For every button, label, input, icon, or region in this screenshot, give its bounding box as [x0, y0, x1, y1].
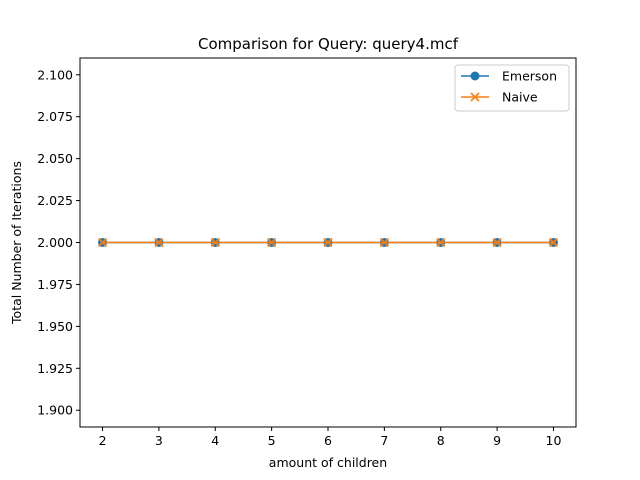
chart-title: Comparison for Query: query4.mcf [198, 35, 459, 53]
x-axis: 2 3 4 5 6 7 8 9 10 [99, 427, 562, 448]
y-tick-label: 1.900 [37, 403, 73, 418]
legend-label: Emerson [502, 69, 557, 84]
y-tick-label: 1.975 [37, 277, 73, 292]
y-axis: 1.900 1.925 1.950 1.975 2.000 2.025 2.050 2.075… [37, 67, 80, 418]
x-axis-label: amount of children [269, 455, 387, 470]
x-tick-label: 6 [324, 433, 332, 448]
data-point [210, 237, 220, 248]
x-tick-label: 7 [380, 433, 388, 448]
data-point [436, 237, 446, 248]
y-tick-label: 2.025 [37, 193, 73, 208]
data-point [323, 237, 333, 248]
y-tick-label: 2.050 [37, 151, 73, 166]
data-point [97, 237, 108, 248]
legend-item-emerson: Emerson [461, 69, 557, 84]
legend-item-naive: Naive [461, 90, 538, 105]
plot-area [97, 237, 559, 248]
y-tick-label: 2.075 [37, 109, 73, 124]
data-point [267, 237, 277, 248]
x-tick-label: 10 [546, 433, 562, 448]
y-tick-label: 1.925 [37, 361, 73, 376]
x-tick-label: 5 [268, 433, 276, 448]
y-tick-label: 2.000 [37, 235, 73, 250]
legend-swatch-marker [470, 71, 480, 81]
legend-swatch-marker [470, 92, 480, 102]
x-tick-label: 4 [211, 433, 219, 448]
x-tick-label: 2 [99, 433, 107, 448]
data-point [548, 237, 559, 248]
legend-label: Naive [502, 90, 538, 105]
x-tick-label: 3 [155, 433, 163, 448]
y-axis-label: Total Number of Iterations [9, 161, 24, 325]
x-tick-label: 9 [493, 433, 501, 448]
data-point [379, 237, 389, 248]
data-point [154, 237, 164, 248]
y-tick-label: 2.100 [37, 67, 73, 82]
x-tick-label: 8 [437, 433, 445, 448]
legend: Emerson Naive [454, 64, 570, 112]
data-point [492, 237, 502, 248]
y-tick-label: 1.950 [37, 319, 73, 334]
series-naive [97, 237, 559, 248]
